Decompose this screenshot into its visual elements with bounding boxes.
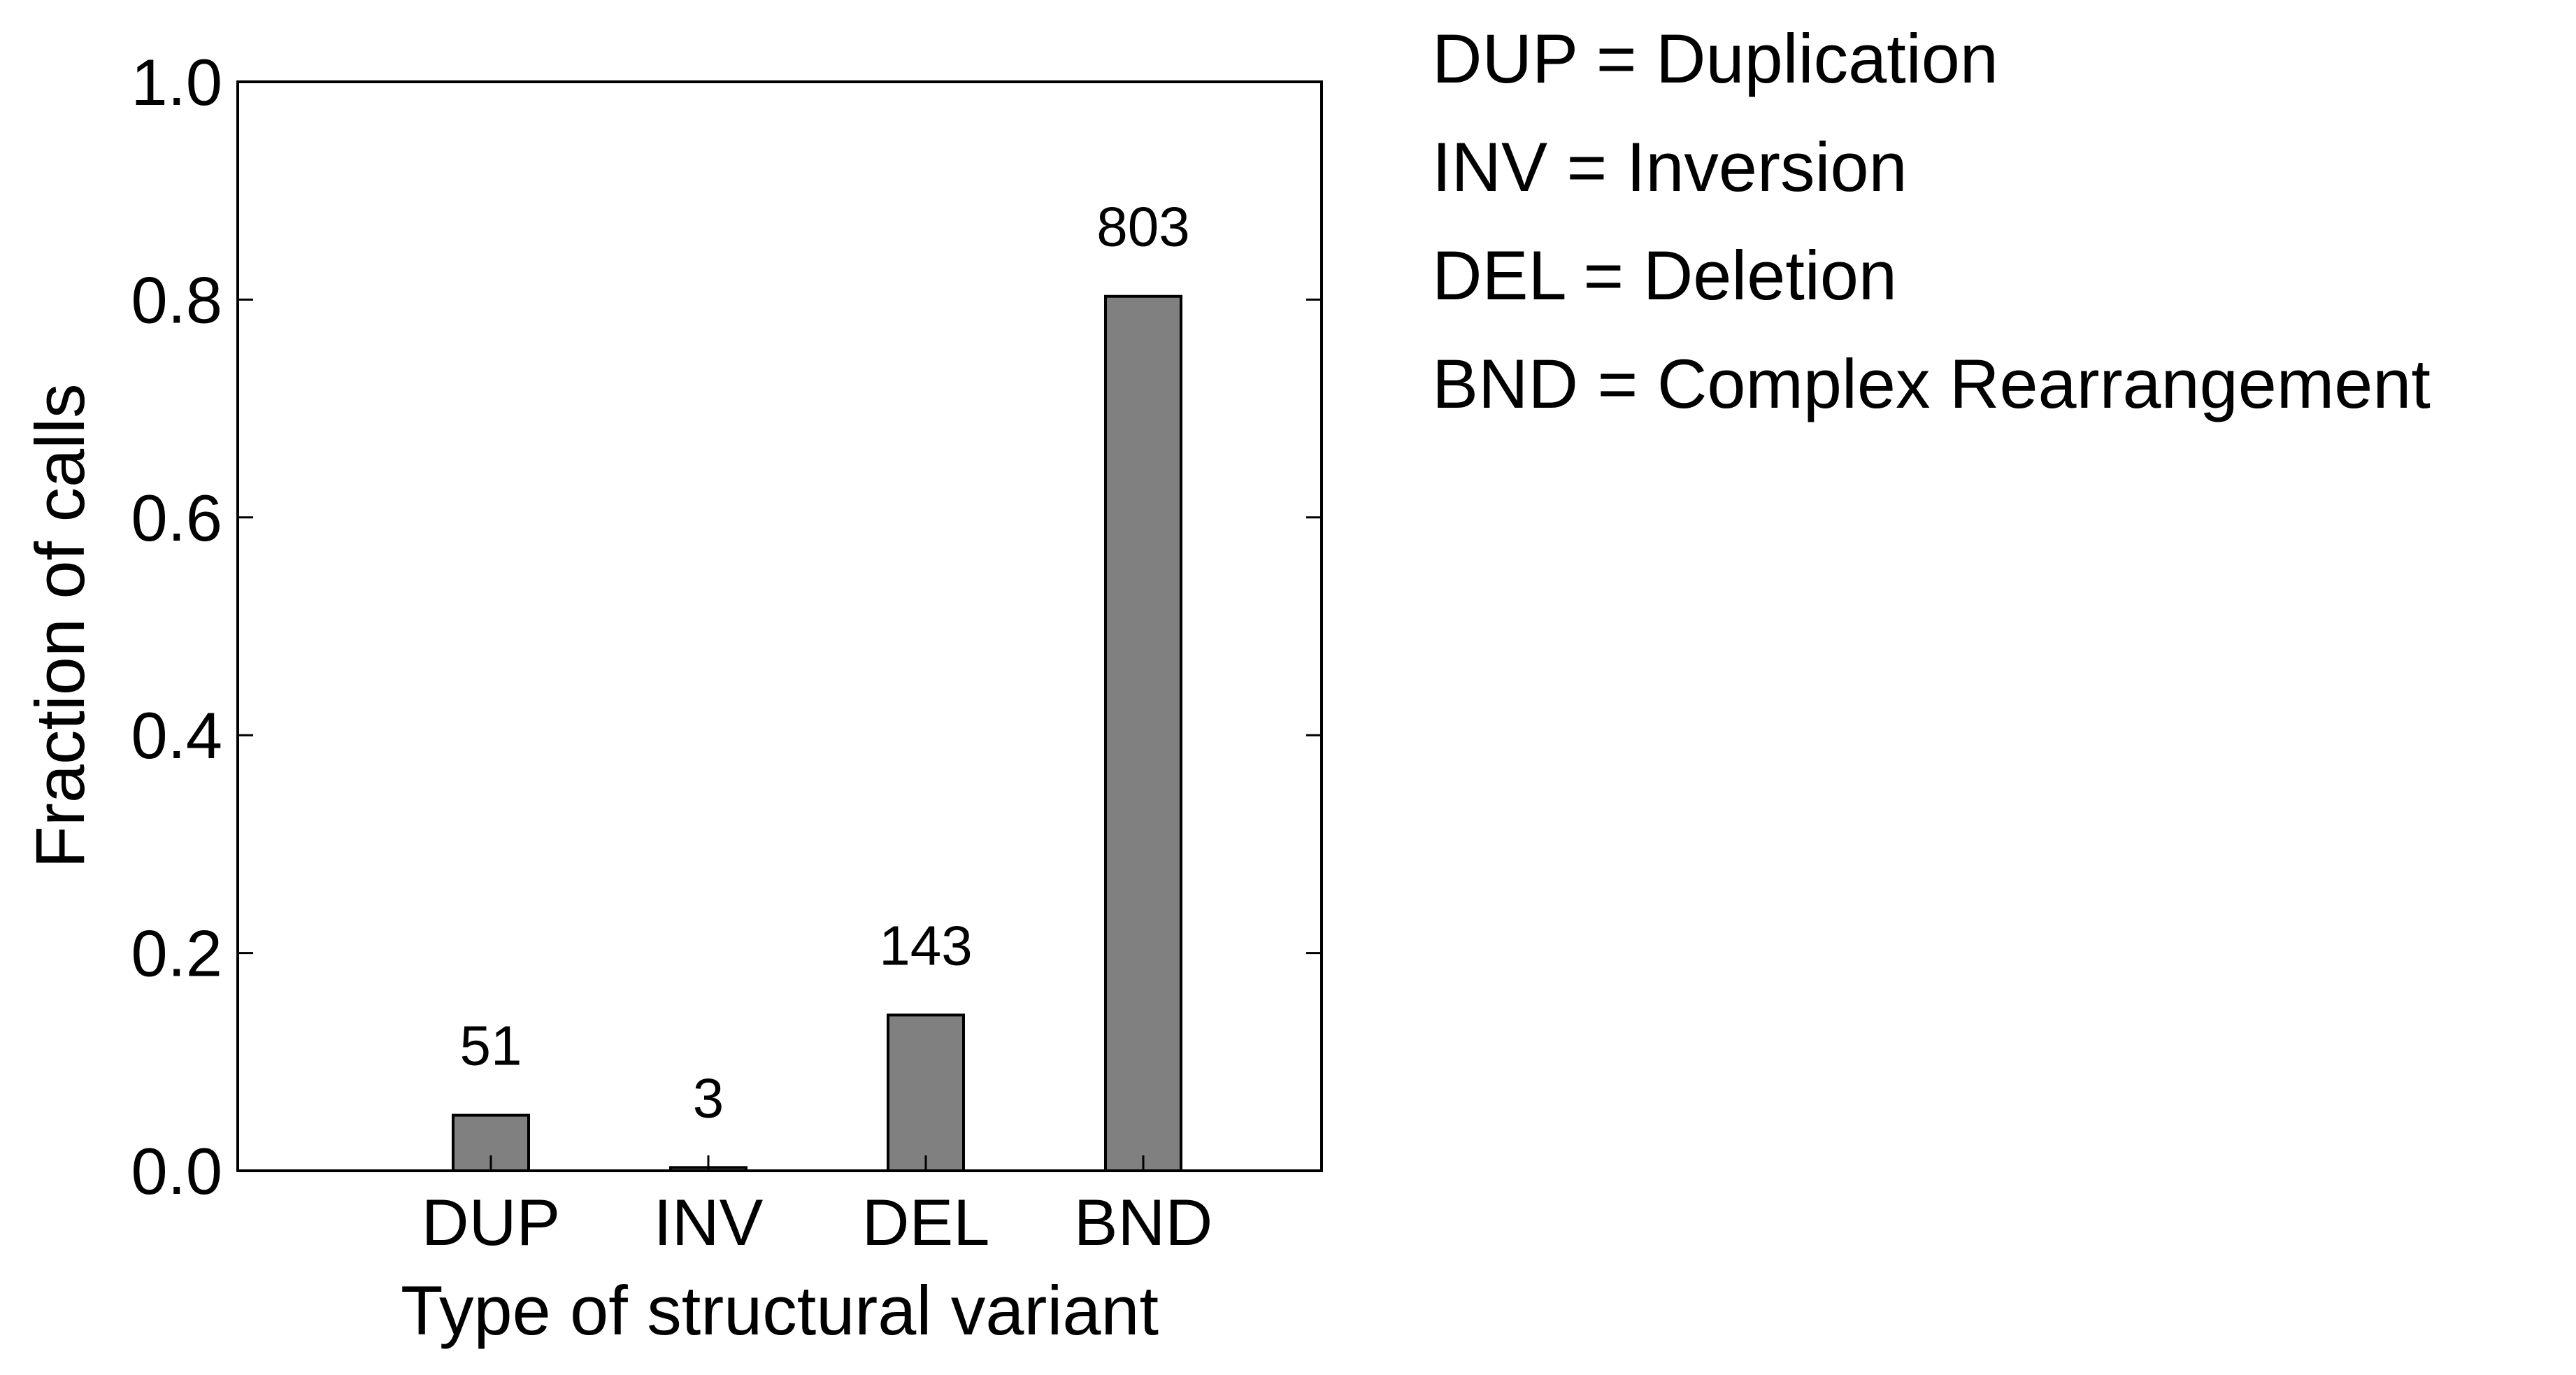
- data-label-del: 143: [879, 914, 972, 976]
- y-tick-label: 0.4: [131, 699, 222, 772]
- x-tick-label-bnd: BND: [1074, 1185, 1212, 1259]
- bar-bnd: [1104, 294, 1182, 1172]
- legend-note-bnd: BND = Complex Rearrangement: [1432, 345, 2431, 422]
- y-tick-label: 0.8: [131, 263, 222, 336]
- x-axis-title: Type of structural variant: [401, 1271, 1159, 1349]
- plot-frame: [236, 80, 1323, 1172]
- bar-del: [887, 1013, 965, 1172]
- data-label-bnd: 803: [1096, 196, 1189, 258]
- x-tick-label-del: DEL: [862, 1185, 990, 1259]
- y-axis-title: Fraction of calls: [21, 383, 99, 868]
- x-tick-label-inv: INV: [654, 1185, 764, 1259]
- abbreviation-legend: DUP = Duplication INV = Inversion DEL = …: [1432, 20, 2431, 422]
- chart-labels: 51 DUP 3 INV 143 DEL 803 BND 0.0 0.2 0.4 0.6 0.8 1.0: [131, 45, 1212, 1259]
- data-label-dup: 51: [460, 1015, 522, 1077]
- bars-group: [452, 294, 1182, 1173]
- legend-note-del: DEL = Deletion: [1432, 236, 1897, 314]
- y-tick-label: 1.0: [131, 45, 222, 119]
- y-tick-label: 0.2: [131, 917, 222, 990]
- y-tick-label: 0.0: [131, 1134, 222, 1208]
- data-label-inv: 3: [693, 1067, 724, 1129]
- legend-note-dup: DUP = Duplication: [1432, 20, 1998, 97]
- legend-note-inv: INV = Inversion: [1432, 128, 1908, 206]
- x-tick-label-dup: DUP: [422, 1185, 560, 1259]
- y-tick-label: 0.6: [131, 481, 222, 555]
